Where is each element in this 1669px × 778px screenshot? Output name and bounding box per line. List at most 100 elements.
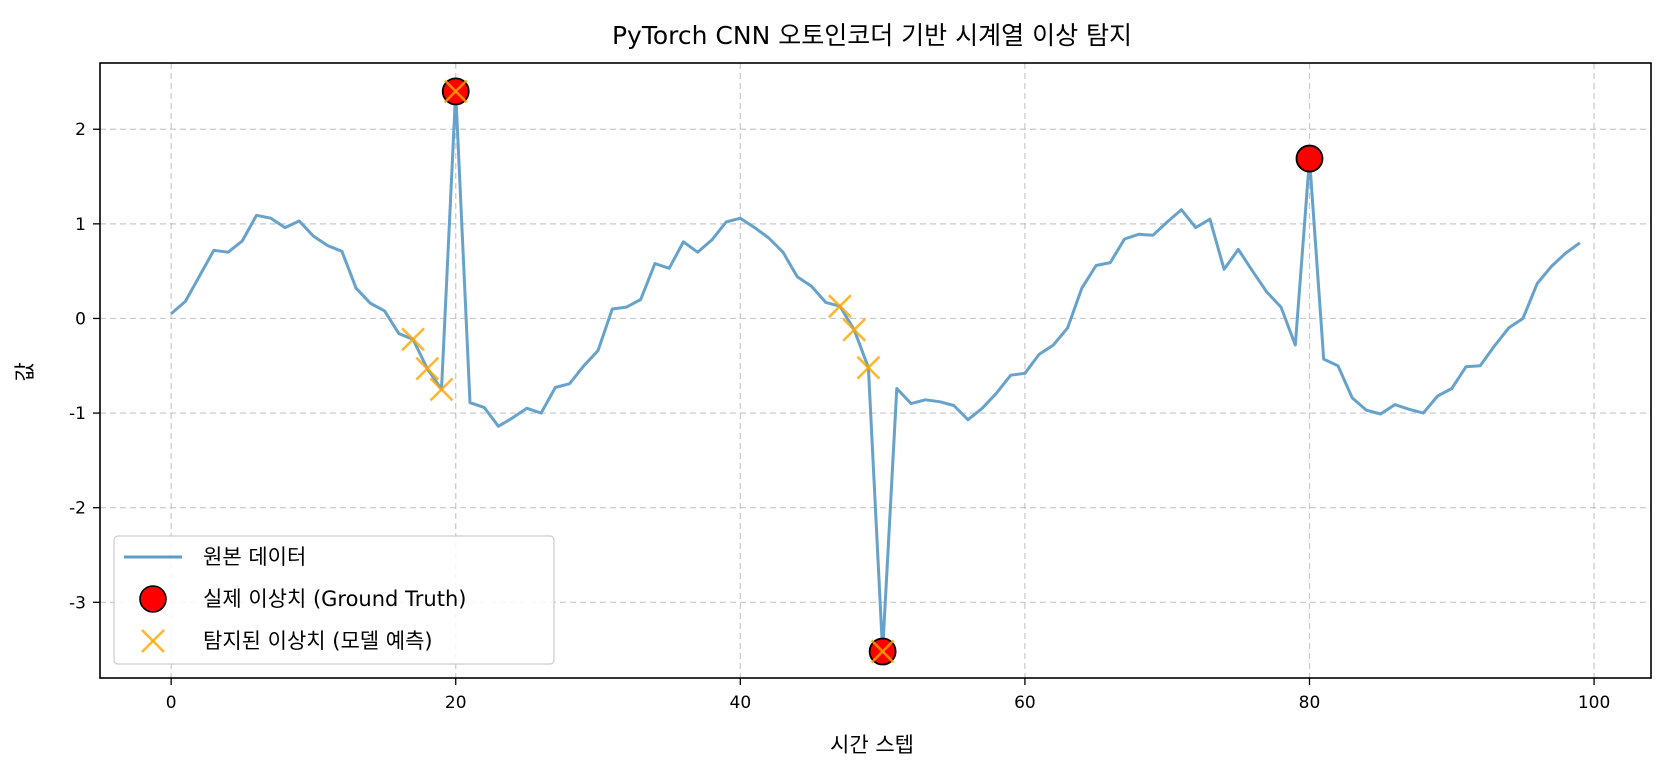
original-data-point [1152,234,1154,236]
detected-anomaly-marker [842,317,867,342]
original-data-point [1237,248,1239,250]
original-data-point [241,240,243,242]
original-data-point [1067,327,1069,329]
original-data-point [483,406,485,408]
original-data-point [569,383,571,385]
y-tick-label: -3 [69,593,86,613]
original-data-point [1252,270,1254,272]
x-axis-title: 시간 스텝 [830,733,914,757]
original-data-point [896,387,898,389]
original-data-point [526,407,528,409]
legend-label-ground-truth: 실제 이상치 (Ground Truth) [203,587,466,611]
original-data-point [1550,265,1552,267]
original-data-point [327,245,329,247]
original-data-point [583,365,585,367]
legend-frame [113,535,555,665]
original-data-point [597,350,599,352]
y-tick-label: 2 [75,120,86,140]
original-data-point [1337,365,1339,367]
original-data-point [1422,412,1424,414]
original-data-point [668,267,670,269]
original-data-point [270,217,272,219]
original-data-point [1479,365,1481,367]
original-data-point [184,300,186,302]
original-data-point [227,251,229,253]
original-data-point [782,251,784,253]
original-data-point [825,301,827,303]
original-data-point [725,221,727,223]
original-data-point [170,313,172,315]
detected-anomaly-marker [856,355,881,380]
original-data-point [611,308,613,310]
original-data-point [1109,262,1111,264]
original-data-point [1565,252,1567,254]
original-data-point [796,276,798,278]
original-data-point [640,299,642,301]
original-data-point [256,214,258,216]
original-data-point [910,403,912,405]
x-tick-label: 20 [445,693,467,713]
legend-label-original-data: 원본 데이터 [203,545,306,569]
original-data-point [697,251,699,253]
original-data-point [1180,209,1182,211]
x-tick-label: 80 [1299,693,1321,713]
original-data-point [1052,344,1054,346]
original-data-point [512,417,514,419]
original-data-point [953,405,955,407]
original-data-point [1408,408,1410,410]
detected-anomaly-marker [401,327,425,352]
original-data-point [939,401,941,403]
original-data-point [298,220,300,222]
original-data-point [810,285,812,287]
detected-anomaly-marker [415,356,440,381]
x-tick-label: 60 [1014,693,1036,713]
series-layer [170,77,1581,666]
original-data-point [1522,317,1524,319]
original-data-point [1223,268,1225,270]
original-data-point [1493,345,1495,347]
original-data-point [1508,327,1510,329]
original-data-point [469,402,471,404]
original-data-point [369,302,371,304]
original-data-point [1280,306,1282,308]
y-tick-label: 0 [75,309,86,329]
original-data-point [768,237,770,239]
original-data-point [1451,387,1453,389]
original-data-point [682,241,684,243]
original-data-point [1081,287,1083,289]
original-data-point [554,387,556,389]
original-data-point [1536,282,1538,284]
original-data-point [355,287,357,289]
plot-area-frame [99,62,1652,679]
original-data-point [1095,264,1097,266]
original-data-line [170,89,1581,653]
original-data-point [1195,227,1197,229]
y-tick-label: -1 [69,404,86,424]
original-data-point [341,250,343,252]
original-data-point [1579,242,1581,244]
original-data-point [199,275,201,277]
original-data-point [995,392,997,394]
original-data-point [1394,404,1396,406]
original-data-point [1124,238,1126,240]
x-tick-label: 40 [730,693,752,713]
original-data-point [1209,218,1211,220]
original-data-point [213,249,215,251]
y-tick-label: -2 [69,499,86,519]
axis-ticks: 0 20 40 60 80 100 -3 -2 -1 0 1 2 [69,120,1610,713]
original-data-point [654,263,656,265]
original-data-point [1351,397,1353,399]
detected-anomaly-marker [828,294,852,319]
original-data-point [540,412,542,414]
legend-x-swatch [141,629,165,653]
original-data-point [1323,358,1325,360]
y-tick-label: 1 [75,215,86,235]
grid [100,63,1651,678]
original-data-point [924,399,926,401]
original-data-point [384,310,386,312]
original-data-point [967,419,969,421]
original-data-point [1038,353,1040,355]
original-data-point [1166,221,1168,223]
original-data-point [1365,409,1367,411]
